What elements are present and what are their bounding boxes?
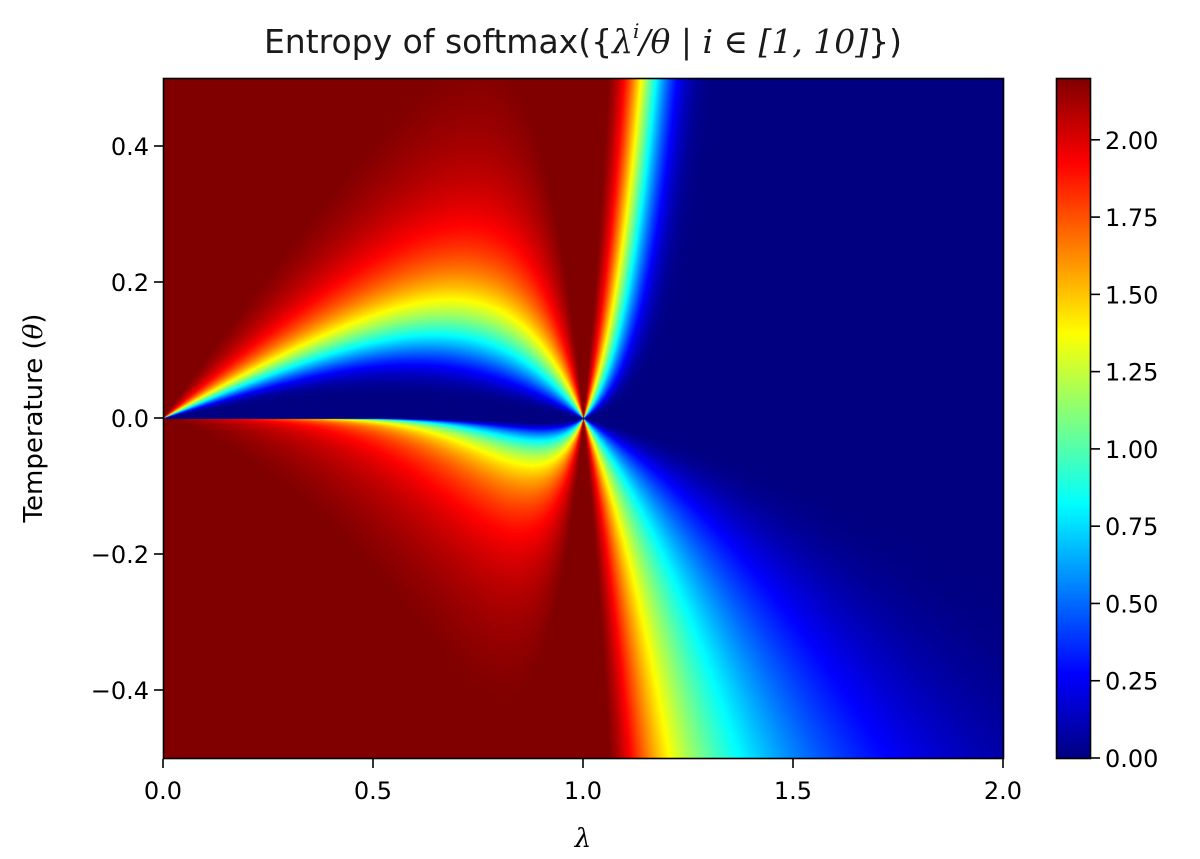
title-suffix: }) — [868, 22, 903, 61]
chart-title: Entropy of softmax({λi/θ | i ∈ [1, 10]}) — [263, 19, 903, 61]
y-axis-label: Temperature (θ) — [19, 314, 49, 524]
title-middle: /θ | i ∈ [1, 10] — [639, 22, 869, 61]
y-axis-label-close: ) — [19, 314, 49, 324]
title-prefix: Entropy of softmax({ — [263, 22, 613, 61]
x-tick-label: 1.0 — [564, 777, 602, 805]
y-tick-label: −0.2 — [91, 541, 149, 569]
colorbar-tick-label: 1.00 — [1105, 436, 1158, 464]
colorbar-tick-label: 1.50 — [1105, 281, 1158, 309]
colorbar-tick-label: 2.00 — [1105, 127, 1158, 155]
colorbar-tick-label: 0.75 — [1105, 513, 1158, 541]
x-axis-label: λ — [574, 824, 591, 854]
colorbar-tick-label: 0.00 — [1105, 745, 1158, 773]
title-lambda: λ — [612, 22, 634, 61]
x-tick-label: 1.5 — [774, 777, 812, 805]
colorbar-axis: 0.00 0.25 0.50 0.75 1.00 1.25 1.50 1.75 2.00 — [1091, 127, 1158, 773]
y-axis: −0.4 −0.2 0.0 0.2 0.4 — [91, 133, 163, 705]
entropy-heatmap — [163, 78, 1004, 759]
y-tick-label: 0.4 — [111, 133, 149, 161]
x-axis: 0.0 0.5 1.0 1.5 2.0 — [144, 759, 1022, 805]
y-axis-label-theta: θ — [19, 323, 49, 339]
colorbar-tick-label: 0.50 — [1105, 590, 1158, 618]
x-tick-label: 2.0 — [984, 777, 1022, 805]
colorbar-gradient — [1056, 78, 1091, 759]
y-tick-label: −0.4 — [91, 677, 149, 705]
y-tick-label: 0.0 — [111, 405, 149, 433]
colorbar-tick-label: 1.25 — [1105, 359, 1158, 387]
colorbar-tick-label: 0.25 — [1105, 668, 1158, 696]
colorbar-tick-label: 1.75 — [1105, 204, 1158, 232]
plot-frame — [162, 77, 1005, 760]
colorbar-frame — [1055, 77, 1092, 760]
title-exponent: i — [633, 19, 640, 43]
y-axis-label-text: Temperature ( — [19, 339, 49, 523]
x-tick-label: 0.5 — [354, 777, 392, 805]
x-tick-label: 0.0 — [144, 777, 182, 805]
y-tick-label: 0.2 — [111, 269, 149, 297]
